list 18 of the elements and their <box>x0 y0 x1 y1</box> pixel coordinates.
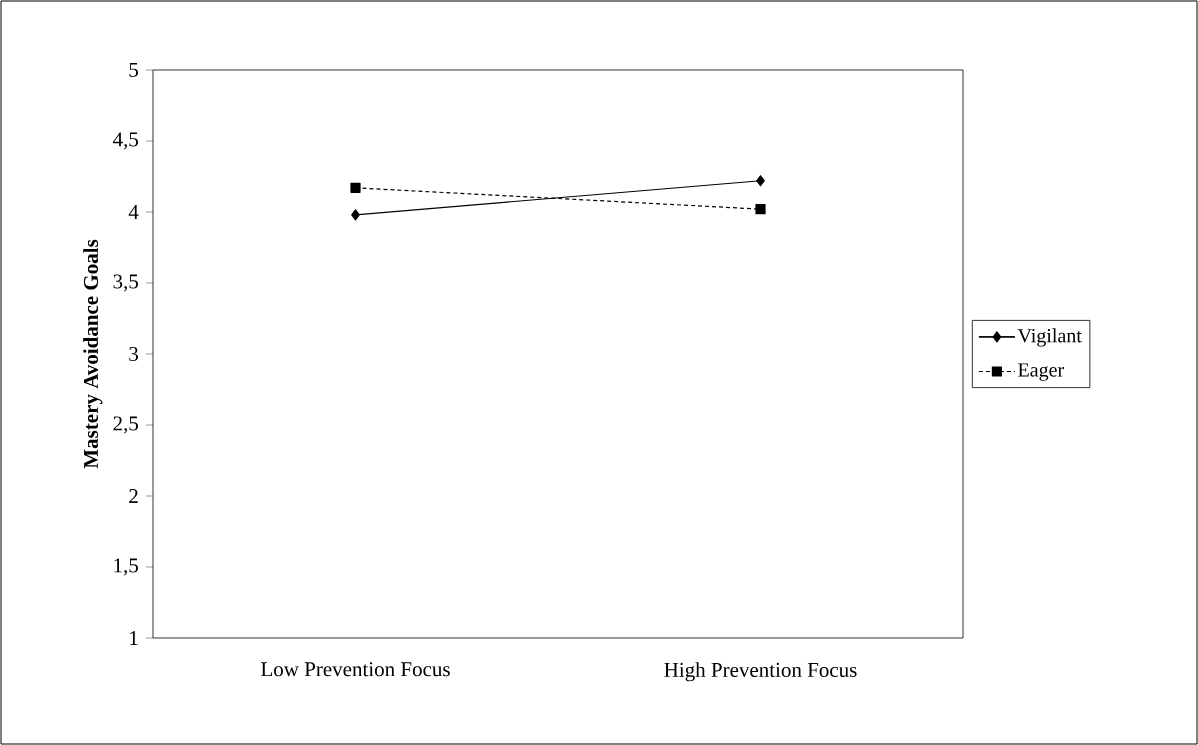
x-tick-label: High Prevention Focus <box>664 662 857 682</box>
y-axis-title: Mastery Avoidance Goals <box>83 239 103 469</box>
y-tick-label: 2 <box>129 489 138 503</box>
point <box>351 209 360 221</box>
point <box>755 204 766 215</box>
y-tick-label: 1 <box>130 631 138 645</box>
y-tick-label: 2,5 <box>113 416 138 434</box>
y-tick-label: 4 <box>128 205 139 219</box>
point <box>756 175 765 187</box>
legend-label: Eager <box>1018 363 1064 381</box>
point <box>350 182 361 193</box>
x-tick-label: Low Prevention Focus <box>261 662 450 677</box>
y-tick-label: 5 <box>129 63 138 77</box>
y-tick-label: 3 <box>129 346 138 362</box>
y-tick-label: 4,5 <box>112 132 138 150</box>
legend-label: Vigilant <box>1017 328 1082 347</box>
y-tick-label: 3,5 <box>113 274 138 292</box>
y-tick-label: 1,5 <box>114 558 138 576</box>
